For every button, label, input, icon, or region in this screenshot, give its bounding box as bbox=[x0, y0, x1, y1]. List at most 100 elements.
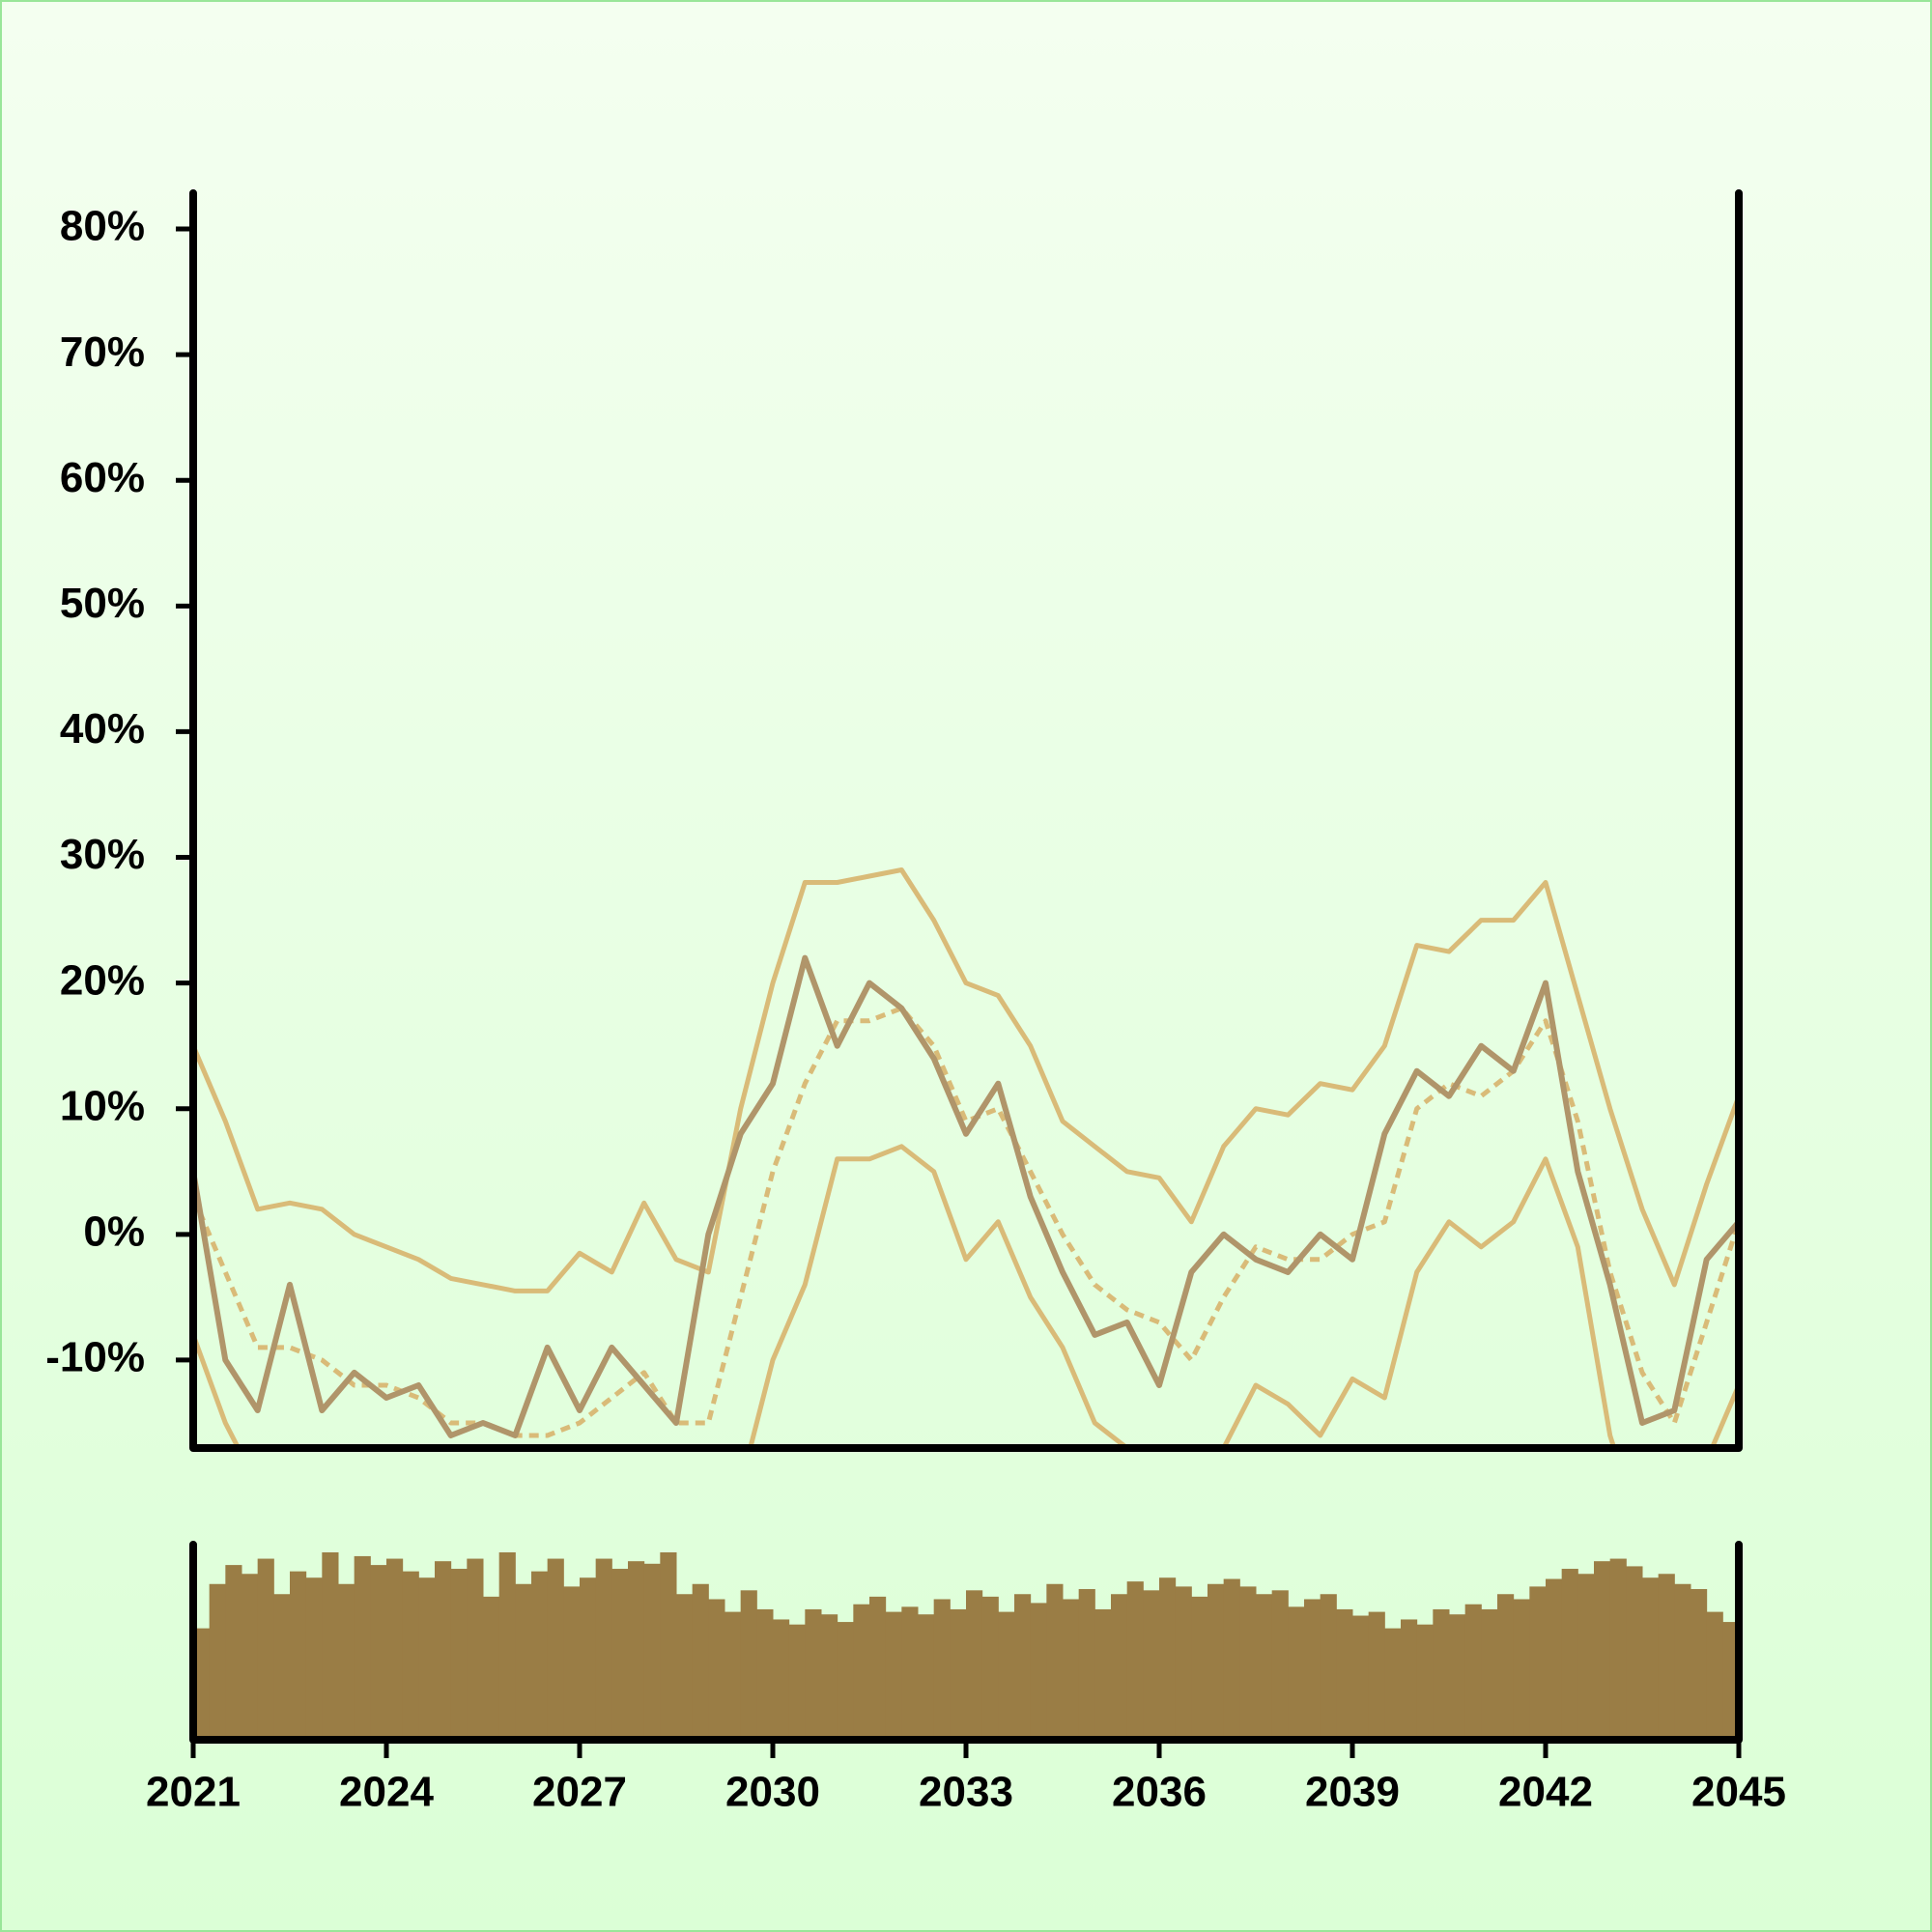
volume-bar bbox=[531, 1571, 549, 1736]
y-tick-label: 0% bbox=[83, 1208, 145, 1255]
volume-bar bbox=[853, 1604, 870, 1736]
volume-bar bbox=[563, 1586, 581, 1736]
x-tick-label: 2027 bbox=[532, 1769, 627, 1816]
volume-bar bbox=[450, 1569, 468, 1736]
volume-bar bbox=[998, 1611, 1015, 1736]
volume-bar bbox=[1288, 1606, 1305, 1736]
band-line bbox=[193, 867, 1739, 1293]
volume-bar bbox=[1384, 1628, 1402, 1736]
volume-bar bbox=[1352, 1615, 1370, 1736]
volume-bar bbox=[225, 1565, 242, 1736]
y-tick-label: 10% bbox=[60, 1082, 145, 1129]
volume-bar bbox=[1126, 1581, 1144, 1736]
y-tick-label: 70% bbox=[60, 328, 145, 376]
volume-bar bbox=[1433, 1608, 1450, 1736]
volume-bar bbox=[290, 1571, 307, 1736]
volume-bar bbox=[1658, 1574, 1675, 1736]
volume-bar bbox=[901, 1606, 919, 1736]
volume-bar bbox=[773, 1619, 790, 1736]
volume-bar bbox=[1304, 1599, 1321, 1736]
volume-bar bbox=[595, 1558, 612, 1736]
volume-bar bbox=[611, 1569, 629, 1736]
volume-bar bbox=[837, 1622, 854, 1736]
volume-bar bbox=[950, 1608, 967, 1736]
volume-bar bbox=[869, 1596, 887, 1736]
price-line bbox=[193, 954, 1739, 1438]
volume-bar bbox=[1401, 1619, 1418, 1736]
volume-bar bbox=[1609, 1558, 1627, 1736]
volume-bar bbox=[354, 1555, 371, 1736]
volume-bar bbox=[1577, 1574, 1595, 1736]
band-line bbox=[193, 1006, 1739, 1438]
volume-bar bbox=[467, 1558, 484, 1736]
volume-bar bbox=[1256, 1594, 1273, 1736]
volume-bar bbox=[805, 1608, 822, 1736]
volume-bar bbox=[660, 1552, 677, 1736]
volume-bar bbox=[193, 1628, 211, 1736]
volume-bar bbox=[322, 1552, 339, 1736]
volume-bar bbox=[1208, 1583, 1225, 1736]
volume-bar bbox=[756, 1608, 774, 1736]
x-tick-label: 2030 bbox=[725, 1769, 820, 1816]
volume-bar bbox=[370, 1565, 387, 1736]
y-tick-label: -10% bbox=[45, 1334, 145, 1381]
volume-bar bbox=[1159, 1577, 1177, 1736]
volume-bar bbox=[580, 1577, 597, 1736]
volume-bar bbox=[643, 1563, 661, 1736]
y-tick-label: 20% bbox=[60, 956, 145, 1004]
volume-bar bbox=[1497, 1594, 1515, 1736]
volume-bar bbox=[1336, 1608, 1353, 1736]
x-tick-label: 2036 bbox=[1112, 1769, 1207, 1816]
volume-bar bbox=[1449, 1614, 1466, 1736]
volume-bar bbox=[692, 1583, 709, 1736]
volume-bar bbox=[933, 1599, 951, 1736]
x-tick-label: 2039 bbox=[1305, 1769, 1400, 1816]
volume-bar bbox=[498, 1552, 516, 1736]
x-tick-label: 2021 bbox=[146, 1769, 241, 1816]
volume-bar bbox=[402, 1571, 419, 1736]
volume-bar bbox=[1642, 1577, 1660, 1736]
volume-bar bbox=[547, 1558, 564, 1736]
x-tick-label: 2033 bbox=[919, 1769, 1013, 1816]
volume-bar bbox=[1674, 1583, 1691, 1736]
y-tick-label: 30% bbox=[60, 831, 145, 878]
volume-bar bbox=[305, 1577, 323, 1736]
x-tick-label: 2042 bbox=[1498, 1769, 1593, 1816]
volume-bar bbox=[1046, 1583, 1064, 1736]
plot-area bbox=[193, 867, 1739, 1448]
volume-bar bbox=[821, 1614, 838, 1736]
volume-bar bbox=[1464, 1604, 1482, 1736]
volume-bar bbox=[338, 1583, 355, 1736]
volume-bar bbox=[1416, 1624, 1434, 1736]
volume-bar bbox=[1063, 1599, 1080, 1736]
volume-bar bbox=[1191, 1596, 1208, 1736]
volume-bar bbox=[1175, 1586, 1192, 1736]
volume-bar bbox=[1271, 1590, 1289, 1736]
volume-bar bbox=[483, 1596, 500, 1736]
volume-bar bbox=[628, 1561, 645, 1736]
volume-bar bbox=[981, 1596, 999, 1736]
volume-bar bbox=[515, 1583, 532, 1736]
y-tick-label: 80% bbox=[60, 203, 145, 250]
volume-bar bbox=[1690, 1589, 1708, 1736]
volume-bar bbox=[724, 1611, 742, 1736]
volume-bar bbox=[788, 1624, 806, 1736]
volume-bar bbox=[1078, 1589, 1095, 1736]
volume-bar bbox=[1014, 1594, 1032, 1736]
volume-bar bbox=[1546, 1578, 1563, 1736]
volume-bar bbox=[1143, 1590, 1160, 1736]
volume-bar bbox=[966, 1590, 983, 1736]
band-line bbox=[193, 1144, 1739, 1448]
y-tick-label: 40% bbox=[60, 705, 145, 753]
volume-bar bbox=[1368, 1611, 1385, 1736]
volume-bar bbox=[1030, 1603, 1047, 1736]
volume-bar bbox=[740, 1590, 757, 1736]
volume-bar bbox=[418, 1577, 436, 1736]
x-tick-label: 2045 bbox=[1691, 1769, 1786, 1816]
frames bbox=[189, 189, 1743, 1744]
volume-bar bbox=[1626, 1566, 1643, 1736]
volume-bar bbox=[918, 1614, 935, 1736]
volume-bar bbox=[885, 1611, 902, 1736]
volume-bars bbox=[193, 1552, 1740, 1736]
